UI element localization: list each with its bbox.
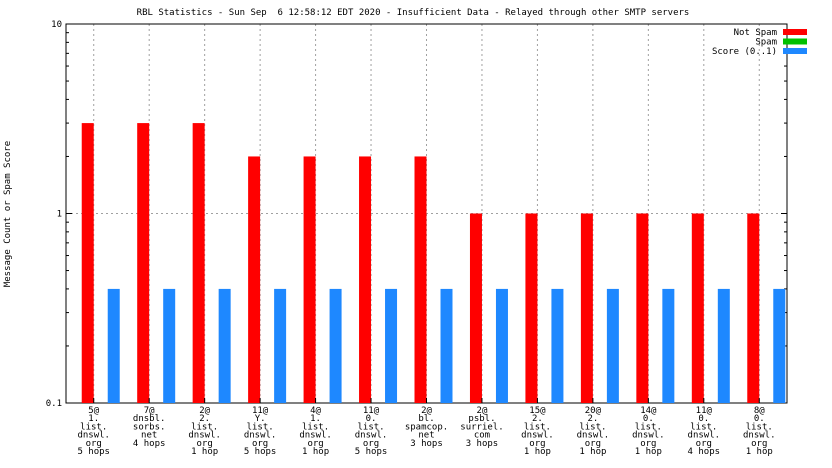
legend-label: Not Spam [734, 28, 777, 38]
bar-score-0-1 [495, 288, 508, 403]
bar-score-0-1 [606, 288, 619, 403]
x-tick-label: 2@ bl. spamcop. net 3 hops [405, 406, 448, 449]
legend-swatch [783, 48, 807, 54]
x-tick-label: 7@ dnsbl. sorbs. net 4 hops [133, 406, 166, 449]
bar-not-spam [248, 156, 261, 403]
x-tick-label: 2@ psbl. surriel. com 3 hops [460, 406, 503, 449]
x-tick-label: 11@ Y. list. dnswl. org 5 hops [244, 406, 277, 457]
legend-swatch [783, 29, 807, 35]
bar-score-0-1 [773, 288, 786, 403]
y-axis-label: Message Count or Spam Score [3, 141, 13, 287]
bar-score-0-1 [163, 288, 176, 403]
bar-score-0-1 [218, 288, 231, 403]
bar-not-spam [359, 156, 372, 403]
bar-not-spam [525, 213, 538, 403]
bar-not-spam [636, 213, 649, 403]
x-tick-label: 8@ 0. list. dnswl. org 1 hop [743, 406, 776, 457]
bar-not-spam [137, 123, 150, 404]
x-tick-label: 15@ 2. list. dnswl. org 1 hop [521, 406, 554, 457]
bar-score-0-1 [107, 288, 120, 403]
legend-label: Score (0..1) [712, 47, 777, 57]
x-tick-label: 5@ 1. list. dnswl. org 5 hops [77, 406, 110, 457]
x-tick-label: 11@ 0. list. dnswl. org 4 hops [688, 406, 721, 457]
bar-score-0-1 [662, 288, 675, 403]
bar-not-spam [303, 156, 316, 403]
bar-score-0-1 [551, 288, 564, 403]
bar-not-spam [414, 156, 427, 403]
legend-swatch [783, 38, 807, 45]
x-tick-label: 2@ 2. list. dnswl. org 1 hop [188, 406, 221, 457]
y-tick-label: 0.1 [46, 399, 62, 409]
chart-title: RBL Statistics - Sun Sep 6 12:58:12 EDT … [137, 8, 690, 18]
bar-score-0-1 [274, 288, 287, 403]
bar-not-spam [192, 123, 205, 404]
y-tick-label: 1 [57, 210, 62, 220]
bar-not-spam [747, 213, 760, 403]
bar-not-spam [469, 213, 482, 403]
y-tick-label: 10 [51, 20, 62, 30]
bar-score-0-1 [717, 288, 730, 403]
x-tick-label: 14@ 0. list. dnswl. org 1 hop [632, 406, 665, 457]
bar-score-0-1 [440, 288, 453, 403]
bar-score-0-1 [329, 288, 342, 403]
bar-score-0-1 [385, 288, 398, 403]
x-tick-label: 11@ 0. list. dnswl. org 5 hops [355, 406, 388, 457]
legend-label: Spam [755, 38, 777, 48]
x-tick-label: 4@ 1. list. dnswl. org 1 hop [299, 406, 332, 457]
x-tick-label: 20@ 2. list. dnswl. org 1 hop [577, 406, 610, 457]
plot-area: 0.1 1 10 5@ 1. list. dnswl. org 5 hops 7@ dnsbl. so… [46, 20, 788, 457]
bar-not-spam [81, 123, 94, 404]
bar-not-spam [580, 213, 593, 403]
bar-not-spam [691, 213, 704, 403]
